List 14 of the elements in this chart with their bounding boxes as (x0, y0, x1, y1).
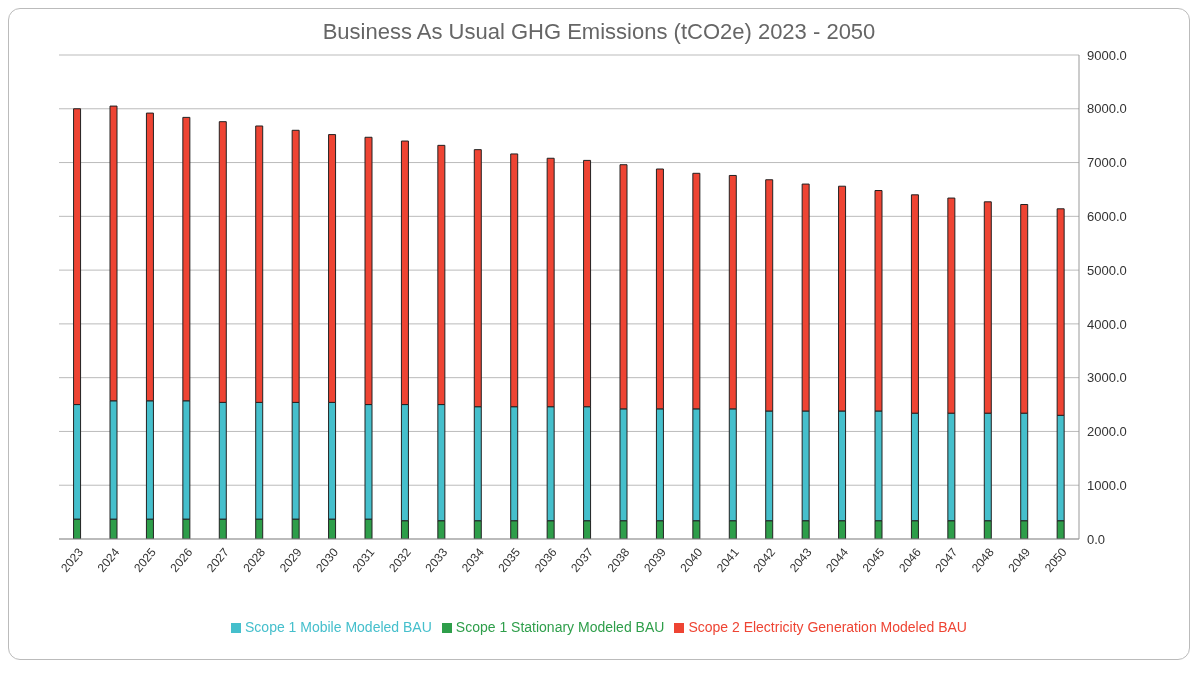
legend-label: Scope 1 Mobile Modeled BAU (245, 619, 432, 635)
y-tick-label: 2000.0 (1087, 424, 1127, 440)
legend-label: Scope 1 Stationary Modeled BAU (455, 619, 665, 635)
chart-title: Business As Usual GHG Emissions (tCO2e) 2023 - 2050 (321, 18, 877, 45)
y-tick-label: 9000.0 (1087, 47, 1127, 63)
y-tick-label: 6000.0 (1087, 208, 1127, 224)
y-tick-label: 4000.0 (1087, 316, 1127, 332)
y-tick-label: 1000.0 (1087, 477, 1127, 493)
y-tick-label: 5000.0 (1087, 262, 1127, 278)
legend-label: Scope 2 Electricity Generation Modeled BAU (688, 619, 967, 635)
y-tick-label: 0.0 (1087, 531, 1106, 547)
y-tick-label: 7000.0 (1087, 155, 1127, 171)
y-tick-label: 8000.0 (1087, 101, 1127, 117)
y-tick-label: 3000.0 (1087, 370, 1127, 386)
